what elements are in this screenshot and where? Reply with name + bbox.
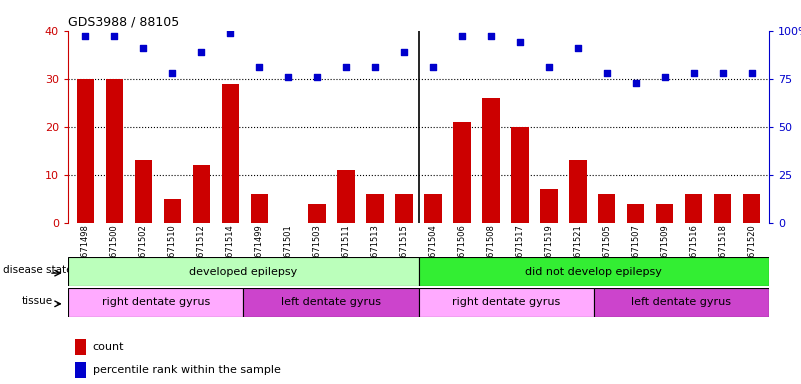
Point [397, 49, 410, 55]
Point [485, 33, 497, 40]
Bar [163, 199, 181, 223]
Point [223, 30, 236, 36]
Point [368, 64, 381, 70]
Bar [743, 194, 760, 223]
Point [456, 33, 469, 40]
Bar [68, 257, 418, 286]
Bar [77, 79, 95, 223]
Text: did not develop epilepsy: did not develop epilepsy [525, 266, 662, 277]
Point [137, 45, 150, 51]
Bar [540, 189, 557, 223]
Point [108, 33, 121, 40]
Text: GDS3988 / 88105: GDS3988 / 88105 [68, 15, 179, 28]
Point [630, 79, 642, 86]
Point [282, 74, 295, 80]
Bar [425, 194, 441, 223]
Point [716, 70, 729, 76]
Bar [482, 98, 500, 223]
Bar [68, 288, 244, 317]
Text: left dentate gyrus: left dentate gyrus [631, 297, 731, 308]
Point [571, 45, 584, 51]
Bar [222, 84, 239, 223]
Bar [75, 362, 86, 378]
Bar [594, 288, 769, 317]
Point [542, 64, 555, 70]
Text: right dentate gyrus: right dentate gyrus [452, 297, 560, 308]
Point [340, 64, 352, 70]
Bar [106, 79, 123, 223]
Text: right dentate gyrus: right dentate gyrus [102, 297, 210, 308]
Text: percentile rank within the sample: percentile rank within the sample [93, 365, 280, 375]
Point [513, 39, 526, 45]
Bar [570, 161, 586, 223]
Bar [135, 161, 152, 223]
Bar [308, 204, 326, 223]
Bar [453, 122, 471, 223]
Point [427, 64, 440, 70]
Bar [251, 194, 268, 223]
Point [253, 64, 266, 70]
Bar [75, 339, 86, 355]
Point [745, 70, 758, 76]
Text: tissue: tissue [22, 296, 53, 306]
Bar [656, 204, 674, 223]
Text: disease state: disease state [2, 265, 72, 275]
Point [166, 70, 179, 76]
Text: developed epilepsy: developed epilepsy [189, 266, 297, 277]
Point [658, 74, 671, 80]
Bar [598, 194, 615, 223]
Bar [396, 194, 413, 223]
Bar [418, 257, 769, 286]
Bar [192, 165, 210, 223]
Bar [685, 194, 702, 223]
Bar [244, 288, 418, 317]
Bar [418, 288, 594, 317]
Point [195, 49, 207, 55]
Text: left dentate gyrus: left dentate gyrus [281, 297, 381, 308]
Point [79, 33, 92, 40]
Point [311, 74, 324, 80]
Bar [366, 194, 384, 223]
Point [601, 70, 614, 76]
Bar [627, 204, 645, 223]
Bar [511, 127, 529, 223]
Text: count: count [93, 342, 124, 352]
Point [687, 70, 700, 76]
Bar [714, 194, 731, 223]
Bar [337, 170, 355, 223]
